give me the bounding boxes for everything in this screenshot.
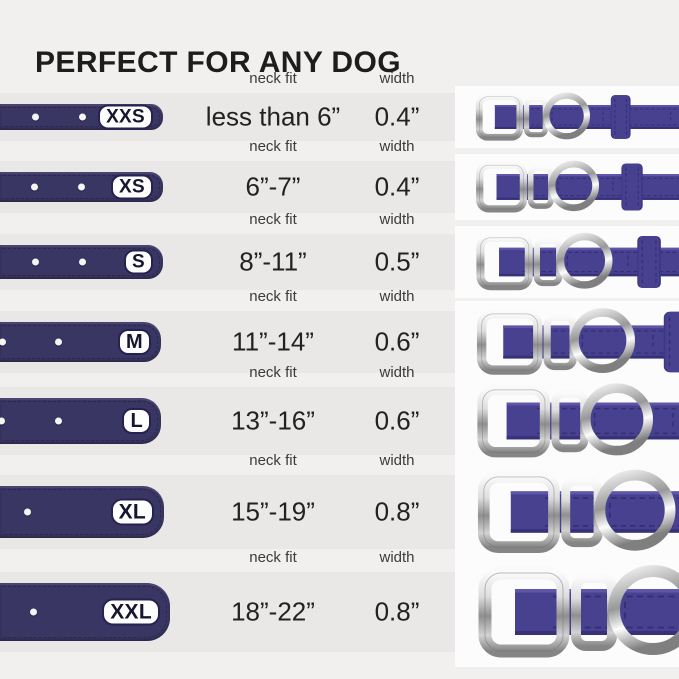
- buckle-icon: [473, 231, 679, 293]
- collar-hole: [55, 417, 62, 425]
- collar-hole: [30, 608, 37, 616]
- size-badge: M: [118, 329, 151, 355]
- neck-fit-label: neck fit: [249, 211, 297, 228]
- collar-buckle-photo: [455, 301, 679, 383]
- buckle-icon: [473, 306, 679, 378]
- collar-hole: [32, 113, 39, 121]
- collar-strap: XXL: [0, 583, 170, 641]
- collar-hole: [31, 183, 38, 191]
- size-badge: XXS: [98, 104, 153, 130]
- neck-fit-value: 11”-14”: [232, 326, 314, 357]
- width-value: 0.4”: [374, 171, 420, 202]
- collar-buckle-photo: [455, 86, 679, 148]
- collar-buckle-photo: [455, 462, 679, 562]
- size-badge: XL: [110, 498, 154, 526]
- size-row-l: L neck fit width 13”-16” 0.6”: [0, 364, 679, 466]
- width-value: 0.8”: [374, 596, 420, 627]
- neck-fit-value: 6”-7”: [245, 171, 301, 202]
- width-label: width: [379, 288, 415, 305]
- width-label: width: [379, 138, 415, 155]
- collar-buckle-photo: [455, 226, 679, 298]
- collar-hole: [78, 183, 85, 191]
- size-row-xs: XS neck fit width 6”-7” 0.4”: [0, 138, 679, 220]
- neck-fit-label: neck fit: [249, 70, 297, 87]
- buckle-icon: [473, 159, 679, 215]
- size-row-xxl: XXL neck fit width 18”-22” 0.8”: [0, 549, 679, 667]
- collar-strap: S: [0, 245, 163, 279]
- size-row-s: S neck fit width 8”-11” 0.5”: [0, 211, 679, 298]
- width-label: width: [379, 452, 415, 469]
- buckle-icon: [473, 467, 679, 557]
- collar-hole: [79, 113, 86, 121]
- width-label: width: [379, 70, 415, 87]
- size-row-m: M neck fit width 11”-14” 0.6”: [0, 288, 679, 383]
- size-row-xl: XL neck fit width 15”-19” 0.8”: [0, 452, 679, 562]
- page-title: PERFECT FOR ANY DOG: [35, 46, 401, 80]
- neck-fit-label: neck fit: [249, 452, 297, 469]
- size-badge: L: [122, 408, 151, 434]
- collar-hole: [55, 338, 62, 346]
- collar-hole: [0, 338, 6, 346]
- size-badge: S: [124, 249, 153, 275]
- collar-hole: [32, 258, 39, 266]
- collar-strap: XS: [0, 172, 163, 202]
- neck-fit-label: neck fit: [249, 288, 297, 305]
- collar-strap: L: [0, 398, 161, 444]
- neck-fit-value: 18”-22”: [231, 596, 315, 627]
- width-label: width: [379, 211, 415, 228]
- collar-strap: M: [0, 322, 161, 362]
- neck-fit-label: neck fit: [249, 138, 297, 155]
- collar-buckle-photo: [455, 154, 679, 220]
- neck-fit-value: 15”-19”: [231, 496, 315, 527]
- collar-strap: XXS: [0, 104, 163, 130]
- size-row-xxs: XXS neck fit width less than 6” 0.4”: [0, 70, 679, 148]
- width-label: width: [379, 549, 415, 566]
- collar-hole: [24, 508, 31, 516]
- neck-fit-value: 8”-11”: [239, 246, 307, 277]
- collar-hole: [0, 417, 5, 425]
- width-value: 0.4”: [374, 101, 420, 132]
- width-label: width: [379, 364, 415, 381]
- buckle-icon: [473, 381, 679, 461]
- collar-strap: XL: [0, 486, 164, 538]
- neck-fit-value: less than 6”: [205, 101, 341, 132]
- collar-buckle-photo: [455, 557, 679, 667]
- buckle-icon: [473, 91, 679, 143]
- width-value: 0.6”: [374, 326, 420, 357]
- width-value: 0.8”: [374, 496, 420, 527]
- width-value: 0.6”: [374, 405, 420, 436]
- size-badge: XXL: [102, 598, 160, 626]
- collar-hole: [79, 258, 86, 266]
- collar-buckle-photo: [455, 376, 679, 466]
- buckle-icon: [473, 562, 679, 662]
- width-value: 0.5”: [374, 246, 420, 277]
- neck-fit-value: 13”-16”: [231, 405, 315, 436]
- neck-fit-label: neck fit: [249, 549, 297, 566]
- size-badge: XS: [111, 174, 153, 200]
- neck-fit-label: neck fit: [249, 364, 297, 381]
